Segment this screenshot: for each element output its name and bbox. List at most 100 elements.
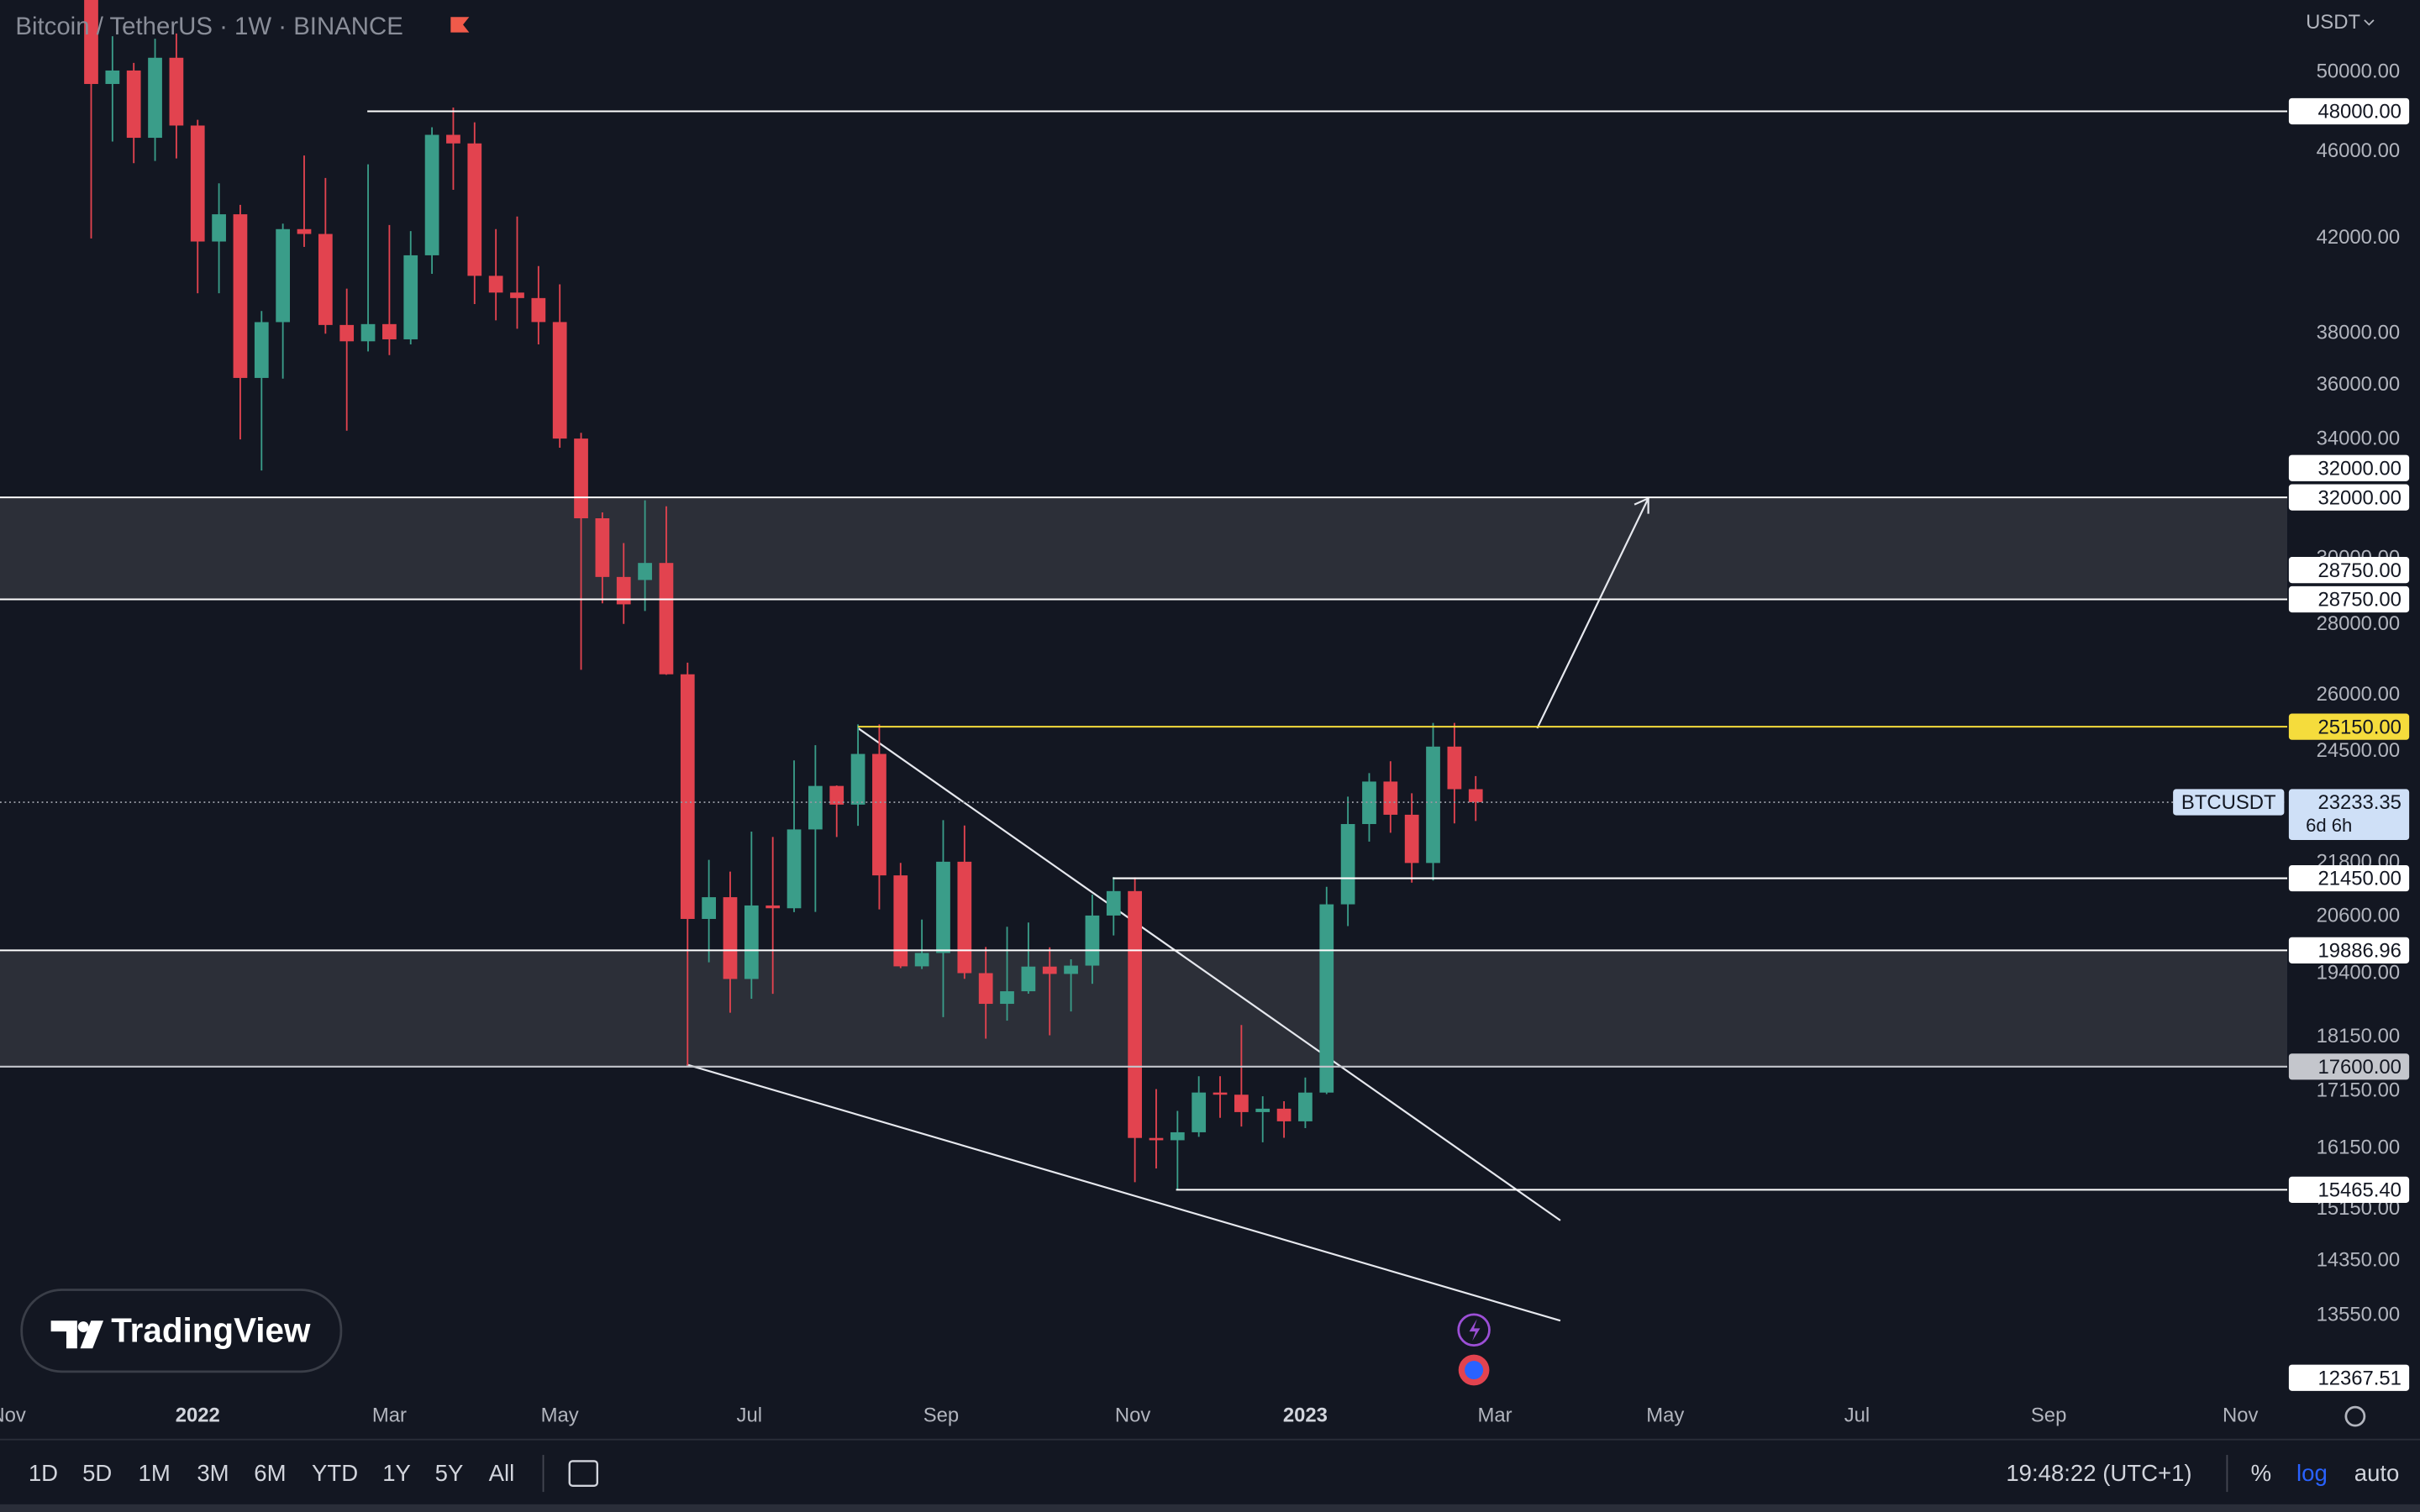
candle-body bbox=[914, 953, 929, 967]
candle-body bbox=[1468, 789, 1483, 803]
currency-dropdown[interactable] bbox=[2364, 19, 2375, 26]
candle-body bbox=[148, 57, 162, 139]
candle-body bbox=[488, 276, 503, 293]
trend-line bbox=[687, 1063, 1561, 1322]
level-label: 28750.00 bbox=[2317, 589, 2402, 612]
candle-body bbox=[1128, 890, 1142, 1138]
economic-event-flag bbox=[1465, 1361, 1484, 1380]
percent-toggle[interactable]: % bbox=[2251, 1460, 2272, 1486]
range-button[interactable]: YTD bbox=[312, 1460, 358, 1486]
range-button[interactable]: 5Y bbox=[435, 1460, 464, 1486]
level-label: 12367.51 bbox=[2317, 1367, 2402, 1389]
symbol-label: BTCUSDT bbox=[2181, 791, 2276, 814]
level-label-box bbox=[2288, 1053, 2410, 1080]
y-tick-label: 14350.00 bbox=[2317, 1249, 2401, 1272]
level-label-box bbox=[2288, 864, 2410, 892]
candle-body bbox=[723, 897, 738, 979]
logo-badge[interactable] bbox=[20, 1289, 343, 1373]
level-label-box bbox=[2288, 97, 2410, 125]
y-tick-label: 34000.00 bbox=[2317, 428, 2401, 450]
logo-dot bbox=[77, 1321, 89, 1333]
x-tick-label: Jul bbox=[737, 1404, 763, 1426]
candle-body bbox=[957, 861, 972, 974]
y-tick-label: 19400.00 bbox=[2317, 962, 2401, 984]
price-zone bbox=[0, 497, 2288, 600]
y-tick-label: 20600.00 bbox=[2317, 905, 2401, 927]
trend-line bbox=[857, 727, 1561, 1221]
level-label: 32000.00 bbox=[2317, 486, 2402, 509]
candle-body bbox=[1255, 1108, 1270, 1112]
candle-body bbox=[1149, 1137, 1164, 1141]
candle-body bbox=[786, 829, 802, 909]
range-button[interactable]: 5D bbox=[82, 1460, 112, 1486]
level-label-box bbox=[2288, 454, 2410, 481]
countdown-label: 6d 6h bbox=[2306, 815, 2352, 836]
date-range-icon[interactable] bbox=[568, 1460, 599, 1487]
candle-body bbox=[1319, 904, 1334, 1093]
event-icon[interactable] bbox=[1457, 1313, 1491, 1347]
y-tick-label: 50000.00 bbox=[2317, 60, 2401, 83]
y-tick-label: 16150.00 bbox=[2317, 1137, 2401, 1159]
range-button[interactable]: 6M bbox=[254, 1460, 286, 1486]
level-label: 48000.00 bbox=[2317, 101, 2402, 123]
range-button[interactable]: 1Y bbox=[382, 1460, 411, 1486]
logo-icon bbox=[50, 1320, 104, 1349]
candle-body bbox=[893, 875, 908, 967]
candle-body bbox=[446, 134, 460, 144]
candle-body bbox=[1447, 746, 1462, 790]
level-label-box bbox=[2288, 937, 2410, 963]
candle-body bbox=[510, 292, 524, 298]
x-tick-label: May bbox=[541, 1404, 579, 1426]
y-tick-label: 24500.00 bbox=[2317, 739, 2401, 762]
candle-body bbox=[339, 324, 355, 342]
candle-body bbox=[105, 70, 120, 84]
candle-body bbox=[765, 905, 781, 909]
x-tick-label: Sep bbox=[923, 1404, 959, 1426]
logo-text: TradingView bbox=[111, 1311, 311, 1350]
plot-area bbox=[0, 0, 2288, 1322]
y-tick-label: 13550.00 bbox=[2317, 1304, 2401, 1326]
event-bolt bbox=[1469, 1319, 1481, 1341]
log-toggle[interactable]: log bbox=[2296, 1460, 2328, 1486]
price-zone bbox=[0, 950, 2288, 1067]
candle-body bbox=[126, 70, 141, 139]
candle-body bbox=[744, 905, 759, 979]
bottom-strip bbox=[0, 1504, 2420, 1512]
axes: 50000.00 46000.00 42000.00 38000.00 36000.00… bbox=[0, 60, 2410, 1426]
candle-body bbox=[1000, 991, 1014, 1005]
candle-body bbox=[424, 134, 439, 255]
candle-body bbox=[850, 753, 865, 805]
currency-label[interactable]: USDT bbox=[2306, 11, 2360, 34]
candle-body bbox=[1106, 890, 1121, 916]
flag-icon bbox=[450, 17, 470, 33]
level-label-box bbox=[2288, 557, 2410, 584]
level-label: 17600.00 bbox=[2317, 1056, 2402, 1079]
x-tick-label: Mar bbox=[372, 1404, 407, 1426]
candle-body bbox=[936, 861, 950, 953]
auto-toggle[interactable]: auto bbox=[2354, 1460, 2400, 1486]
candle-body bbox=[616, 576, 631, 605]
candle-body bbox=[1085, 915, 1100, 966]
candle-body bbox=[978, 973, 993, 1005]
candle-body bbox=[276, 228, 291, 323]
candle-body bbox=[1298, 1092, 1313, 1121]
y-tick-label: 26000.00 bbox=[2317, 683, 2401, 706]
range-button[interactable]: 1D bbox=[29, 1460, 58, 1486]
y-tick-label: 28000.00 bbox=[2317, 612, 2401, 635]
range-button[interactable]: 1M bbox=[139, 1460, 171, 1486]
candle-body bbox=[680, 674, 695, 919]
level-label: 19886.96 bbox=[2317, 939, 2402, 962]
settings-icon[interactable] bbox=[2344, 1405, 2366, 1427]
y-tick-label: 38000.00 bbox=[2317, 322, 2401, 344]
candle-body bbox=[254, 322, 269, 378]
candle-body bbox=[1362, 781, 1376, 825]
level-label: 15465.40 bbox=[2317, 1179, 2402, 1202]
candle-body bbox=[531, 297, 546, 323]
range-button[interactable]: 3M bbox=[197, 1460, 229, 1486]
candle-body bbox=[297, 228, 312, 234]
last-price-label: 23233.35 bbox=[2317, 791, 2402, 814]
range-button[interactable]: All bbox=[489, 1460, 515, 1486]
level-label-box bbox=[2288, 1176, 2410, 1203]
clock[interactable]: 19:48:22 (UTC+1) bbox=[2006, 1460, 2191, 1486]
x-tick-label: Nov bbox=[2223, 1404, 2259, 1426]
